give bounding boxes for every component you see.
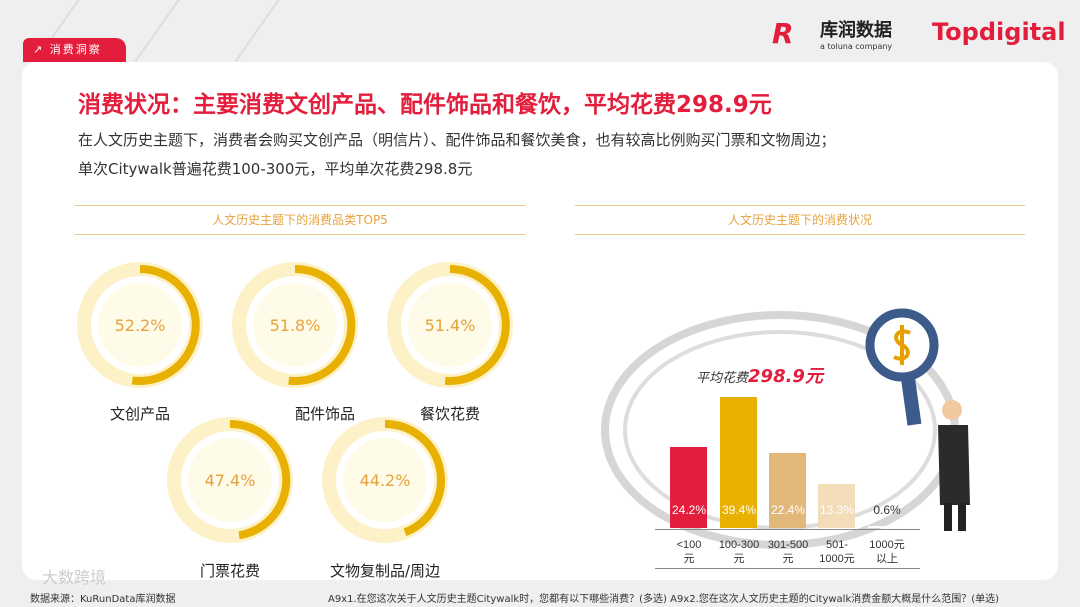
bar — [670, 447, 707, 528]
magnifier-businessman-illustration — [865, 308, 970, 531]
page-title: 消费状况：主要消费文创产品、配件饰品和餐饮，平均花费298.9元 — [78, 92, 772, 118]
donut-center — [343, 438, 427, 522]
bar — [769, 453, 806, 528]
subtitle-line-1: 在人文历史主题下，消费者会购买文创产品（明信片）、配件饰品和餐饮美食，也有较高比… — [78, 131, 836, 149]
bar — [818, 483, 855, 528]
donut-arc — [384, 420, 445, 537]
bar-axis — [655, 529, 920, 530]
bar-value-label: 13.3% — [819, 503, 855, 517]
donut-value: 51.4% — [425, 316, 476, 335]
donut-chart: 44.2% — [321, 416, 449, 544]
brand-name: 库润数据 — [820, 20, 892, 41]
donut-section-header: 人文历史主题下的消费品类TOP5 — [75, 205, 525, 235]
kurun-logo: R 库润数据 a toluna company — [772, 16, 893, 52]
subtitle-line-2: 单次Citywalk普遍花费100-300元，平均单次花费298.8元 — [78, 160, 473, 178]
bar-value-label: 0.6% — [873, 503, 901, 517]
donut-value: 52.2% — [115, 316, 166, 335]
donut-arc — [288, 264, 356, 385]
donut-center — [408, 283, 492, 367]
brand-sub: a toluna company — [820, 42, 893, 51]
bar-value-label: 22.4% — [770, 503, 806, 517]
bar-value-label: 24.2% — [671, 503, 707, 517]
donut-center — [253, 283, 337, 367]
question-note: A9x1.在您这次关于人文历史主题Citywalk时，您都有以下哪些消费？(多选… — [328, 594, 1000, 605]
donut-label: 门票花费 — [199, 562, 260, 580]
data-source: 数据来源：KuRunData库润数据 — [30, 594, 176, 605]
bar — [720, 396, 757, 528]
topdigital-logo: Topdigital — [932, 18, 1066, 46]
donut-center — [188, 438, 272, 522]
donut-chart: 47.4% — [166, 416, 294, 544]
bar-axis-bottom — [655, 568, 920, 569]
bar-category-label: <100 元 — [676, 539, 702, 565]
bar-category-label: 100-300 元 — [718, 539, 760, 565]
average-label: 平均花费 — [696, 371, 749, 386]
bg-decoration — [134, 0, 188, 63]
donut-chart: 51.8% — [231, 261, 359, 389]
section-tag: ↗ 消费洞察 — [23, 38, 126, 62]
donut-value: 51.8% — [270, 316, 321, 335]
donut-label: 配件饰品 — [294, 405, 355, 423]
bar-category-label: 301-500 元 — [767, 539, 809, 565]
donut-arc — [229, 419, 291, 540]
donut-label: 餐饮花费 — [419, 405, 480, 423]
bar-category-label: 1000元 以上 — [869, 539, 905, 565]
donut-label: 文创产品 — [109, 405, 170, 423]
kr-logo-icon: R — [772, 16, 794, 50]
bar-value-label: 39.4% — [721, 503, 757, 517]
donut-chart: 51.4% — [386, 261, 514, 389]
bar-section-header: 人文历史主题下的消费状况 — [575, 205, 1025, 235]
section-tag-label: 消费洞察 — [49, 43, 102, 56]
average-spend-annotation: 平均花费298.9元 — [696, 362, 823, 388]
donut-arc — [444, 265, 510, 385]
bg-decoration — [234, 0, 288, 63]
average-value: 298.9元 — [748, 366, 823, 387]
donut-value: 44.2% — [360, 471, 411, 490]
donut-arc — [131, 265, 200, 385]
bar-category-label: 501- 1000元 — [819, 539, 855, 565]
watermark: 大数跨境 — [42, 568, 107, 587]
bar — [868, 526, 905, 528]
donut-chart: 52.2% — [76, 261, 204, 389]
donut-label: 文物复制品/周边 — [329, 562, 441, 580]
donut-center — [98, 283, 182, 367]
donut-value: 47.4% — [205, 471, 256, 490]
